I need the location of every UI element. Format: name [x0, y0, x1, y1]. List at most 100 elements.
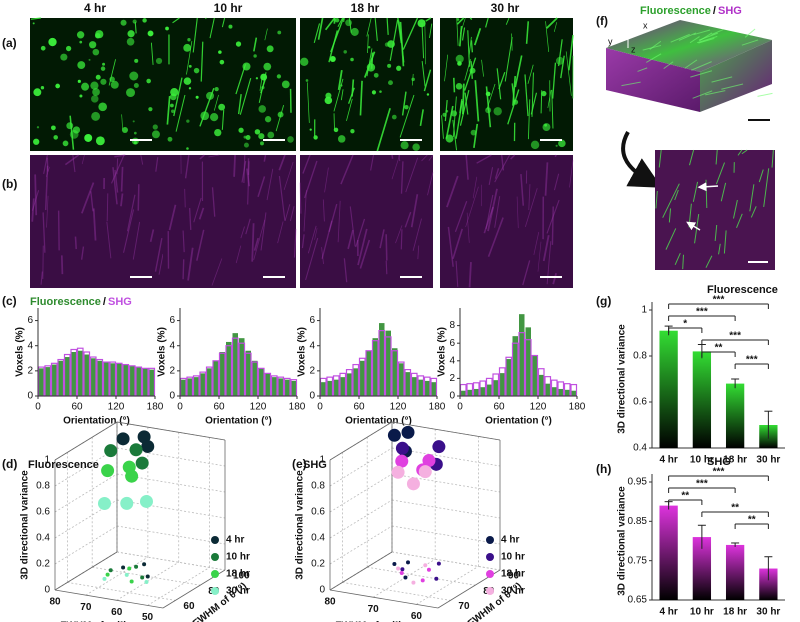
legend-label: 4 hr [501, 535, 519, 546]
z-tick-label: 0.2 [36, 559, 50, 570]
fiber [771, 149, 774, 168]
histogram-bar [64, 357, 70, 396]
fiber [401, 91, 407, 116]
cell [134, 58, 139, 63]
histogram-bar [200, 373, 206, 396]
fiber [444, 99, 448, 122]
fiber [758, 169, 764, 183]
fiber [417, 245, 420, 260]
point [418, 465, 432, 479]
cell [33, 88, 42, 97]
y-tick-label: 4 [169, 340, 175, 351]
cell [40, 45, 46, 51]
fiber [741, 149, 748, 155]
cube-fiber [744, 28, 756, 38]
fiber [547, 90, 552, 108]
cell [170, 103, 174, 108]
fiber [720, 182, 727, 202]
fiber [275, 104, 285, 132]
y-tick-label: 60 [183, 601, 195, 612]
cell [411, 77, 415, 82]
cell [228, 24, 233, 29]
z-tick-label: 0 [44, 585, 50, 596]
fiber [540, 90, 543, 114]
legend-entry: SHG [108, 296, 132, 308]
fiber [277, 221, 284, 244]
white-arrow [697, 182, 719, 192]
fiber [496, 68, 502, 100]
cube-fiber [691, 61, 712, 71]
fiber [263, 154, 267, 162]
floor-shadow [423, 563, 428, 568]
fiber [464, 57, 477, 91]
fiber [260, 212, 267, 251]
x-tick-label: 60 [411, 611, 423, 622]
cell [72, 126, 81, 134]
y-tick-label: 0.6 [633, 397, 647, 408]
fiber [278, 176, 286, 221]
fiber [421, 61, 426, 87]
fiber [74, 236, 77, 250]
fiber [172, 17, 180, 24]
fiber [569, 160, 574, 188]
fiber [459, 25, 463, 47]
fiber [322, 199, 325, 222]
fiber [81, 154, 85, 165]
legend-label: 18 hr [226, 569, 250, 580]
histogram-bar [226, 341, 232, 396]
cell [541, 90, 547, 97]
cell [404, 104, 409, 110]
fiber [106, 221, 112, 259]
point [101, 464, 115, 478]
fiber [553, 173, 560, 191]
time-label: 4 hr [84, 1, 106, 15]
fiber [266, 168, 274, 201]
point [129, 443, 143, 457]
fiber [494, 154, 511, 183]
fiber [72, 154, 76, 173]
x-tick-label: 180 [569, 402, 586, 413]
legend-label: 10 hr [501, 552, 525, 563]
y-axis-title: Voxels (%) [157, 327, 168, 377]
fiber [57, 210, 60, 251]
floor-shadow [145, 574, 150, 579]
fiber [397, 17, 403, 44]
fiber [565, 51, 572, 96]
histogram-bar [506, 359, 512, 396]
fiber [453, 77, 456, 93]
fiber [763, 168, 770, 208]
panel-label: (c) [2, 294, 17, 308]
x-tick-label: 180 [429, 402, 446, 413]
fiber [299, 182, 302, 214]
fiber [333, 78, 344, 112]
fiber [208, 154, 220, 158]
x-tick-label: 18 hr [723, 607, 747, 618]
fiber [668, 208, 672, 223]
white-arrow [686, 221, 701, 231]
fiber [221, 109, 225, 130]
fiber [303, 190, 307, 232]
histogram-bar [180, 379, 186, 396]
panel-label: (e) [292, 457, 307, 471]
fiber [511, 33, 513, 51]
cell [373, 72, 379, 78]
fiber [461, 83, 465, 115]
fiber [424, 20, 427, 65]
fiber [510, 154, 516, 160]
fiber [474, 80, 480, 122]
cell [77, 79, 81, 83]
cell [412, 143, 420, 151]
floor-shadow [124, 572, 129, 577]
grid-line [116, 551, 226, 571]
fiber [428, 154, 434, 161]
curved-arrow [621, 131, 662, 188]
point [422, 454, 436, 468]
fiber [347, 229, 354, 250]
fiber [552, 273, 558, 285]
cell [55, 83, 61, 89]
cube-fiber [670, 33, 690, 43]
cube-fiber [757, 92, 773, 97]
cube-fiber [690, 70, 713, 78]
fiber [446, 175, 459, 208]
x-axis-title: FWHM of φ (°) [335, 621, 402, 622]
